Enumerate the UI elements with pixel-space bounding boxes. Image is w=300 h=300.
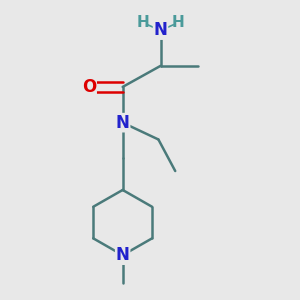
Text: N: N: [116, 114, 130, 132]
Text: N: N: [154, 21, 167, 39]
Text: O: O: [82, 78, 96, 96]
Text: H: H: [172, 15, 185, 30]
Text: N: N: [116, 246, 130, 264]
Text: H: H: [136, 15, 149, 30]
